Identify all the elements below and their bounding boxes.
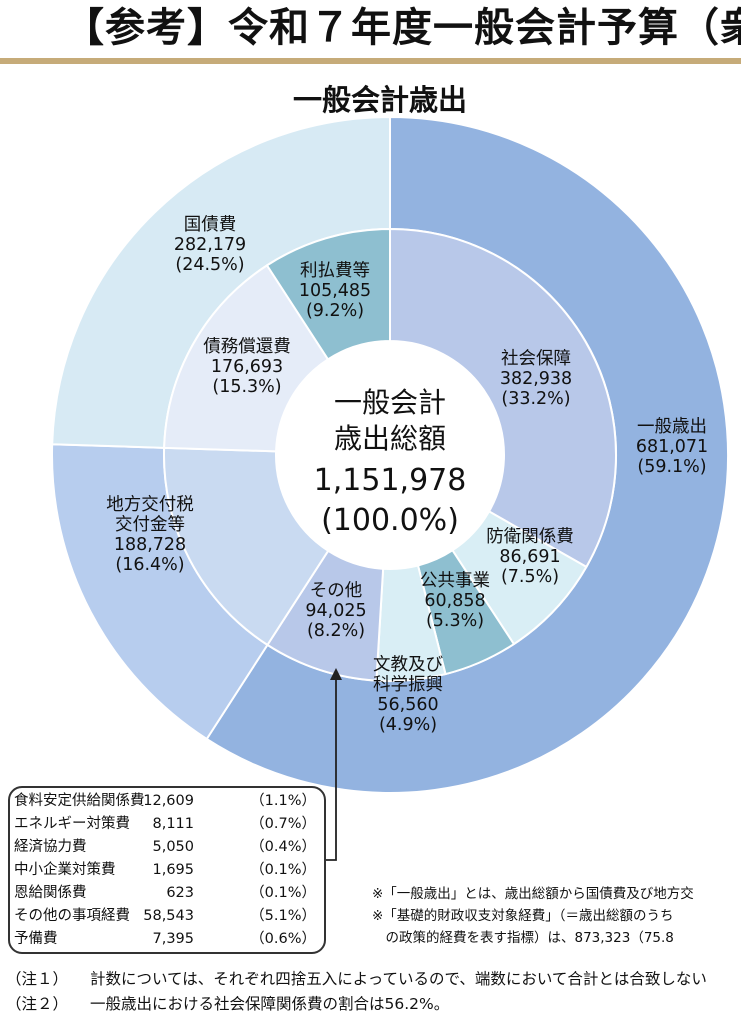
label-debt-redemption-line-2: (15.3%): [212, 377, 281, 397]
breakdown-row: 食料安定供給関係費 12,609 （1.1%）: [10, 790, 324, 813]
label-local-allocation-line-2: 188,728: [114, 535, 186, 555]
breakdown-row: エネルギー対策費 8,111 （0.7%）: [10, 813, 324, 836]
chart-title: 一般会計歳出: [292, 83, 467, 117]
breakdown-item-name: その他の事項経費: [14, 908, 130, 924]
label-general-expenditure-line-1: 681,071: [636, 437, 708, 457]
label-local-allocation-line-1: 交付金等: [115, 515, 185, 535]
label-debt-redemption-line-1: 176,693: [211, 357, 283, 377]
label-defense-line-0: 防衛関係費: [486, 527, 574, 547]
label-general-expenditure-line-0: 一般歳出: [637, 417, 707, 437]
breakdown-item-name: 予備費: [14, 931, 58, 947]
title-rule: [0, 58, 741, 64]
label-local-allocation-line-0: 地方交付税: [106, 495, 194, 515]
breakdown-item-name: 経済協力費: [14, 839, 87, 855]
breakdown-item-value: 12,609: [143, 793, 194, 809]
label-social-security-line-1: 382,938: [500, 369, 572, 389]
breakdown-row: その他の事項経費 58,543 （5.1%）: [10, 905, 324, 928]
label-public-works-line-1: 60,858: [424, 591, 485, 611]
footnote-general-expenditure: ※「一般歳出」とは、歳出総額から国債費及び地方交: [372, 886, 694, 902]
other-connector-arrow: [330, 668, 342, 680]
other-connector-line: [326, 680, 337, 861]
breakdown-item-value: 58,543: [143, 908, 194, 924]
center-total-value: 1,151,978: [314, 463, 467, 498]
breakdown-item-share: （0.1%）: [250, 862, 316, 878]
breakdown-item-value: 8,111: [152, 816, 194, 832]
breakdown-row: 経済協力費 5,050 （0.4%）: [10, 836, 324, 859]
label-debt-service-line-2: (24.5%): [175, 255, 244, 275]
note-2: （注２） 一般歳出における社会保障関係費の割合は56.2%。: [6, 993, 741, 1015]
label-interest-line-1: 105,485: [299, 281, 371, 301]
note-1-mark: （注１）: [6, 970, 69, 988]
label-debt-service-line-0: 国債費: [184, 215, 237, 235]
breakdown-item-share: （0.6%）: [250, 931, 316, 947]
center-label-line1: 一般会計: [334, 386, 446, 419]
breakdown-item-share: （1.1%）: [250, 793, 316, 809]
label-education-science-line-3: (4.9%): [379, 715, 437, 735]
breakdown-item-name: エネルギー対策費: [14, 816, 130, 832]
label-debt-redemption-line-0: 債務償還費: [203, 337, 291, 357]
note-2-mark: （注２）: [6, 995, 69, 1013]
breakdown-row: 予備費 7,395 （0.6%）: [10, 928, 324, 951]
label-social-security-line-2: (33.2%): [501, 389, 570, 409]
center-disc: [276, 341, 504, 569]
page-title: 【参考】令和７年度一般会計予算（衆議院修: [64, 5, 741, 51]
label-other-line-2: (8.2%): [307, 621, 365, 641]
breakdown-row: 中小企業対策費 1,695 （0.1%）: [10, 859, 324, 882]
label-interest-line-0: 利払費等: [300, 261, 370, 281]
breakdown-item-name: 食料安定供給関係費: [14, 793, 145, 809]
label-defense-line-1: 86,691: [499, 547, 560, 567]
breakdown-item-value: 1,695: [152, 862, 194, 878]
label-defense-line-2: (7.5%): [501, 567, 559, 587]
breakdown-row: 恩給関係費 623 （0.1%）: [10, 882, 324, 905]
label-interest-line-2: (9.2%): [306, 301, 364, 321]
footnote-primary-balance: ※「基礎的財政収支対象経費」（＝歳出総額のうち: [372, 908, 674, 924]
breakdown-item-share: （0.1%）: [250, 885, 316, 901]
breakdown-item-share: （0.7%）: [250, 816, 316, 832]
label-education-science-line-0: 文教及び: [373, 655, 443, 675]
breakdown-item-value: 5,050: [152, 839, 194, 855]
footnote-primary-balance-cont: の政策的経費を表す指標）は、873,323（75.8: [372, 930, 674, 946]
label-education-science-line-2: 56,560: [377, 695, 438, 715]
label-social-security-line-0: 社会保障: [501, 349, 571, 369]
label-public-works-line-2: (5.3%): [426, 611, 484, 631]
label-debt-service-line-1: 282,179: [174, 235, 246, 255]
label-other-line-0: その他: [310, 581, 363, 601]
breakdown-item-name: 中小企業対策費: [14, 862, 116, 878]
label-public-works-line-0: 公共事業: [420, 571, 490, 591]
breakdown-item-share: （5.1%）: [250, 908, 316, 924]
center-total-share: (100.0%): [321, 503, 459, 538]
center-label-line2: 歳出総額: [334, 422, 446, 455]
note-1: （注１） 計数については、それぞれ四捨五入によっているので、端数において合計とは合…: [6, 968, 741, 990]
breakdown-item-name: 恩給関係費: [14, 885, 87, 901]
breakdown-item-share: （0.4%）: [250, 839, 316, 855]
label-education-science-line-1: 科学振興: [373, 675, 443, 695]
label-other-line-1: 94,025: [305, 601, 366, 621]
note-2-text: 一般歳出における社会保障関係費の割合は56.2%。: [90, 995, 450, 1013]
breakdown-item-value: 7,395: [152, 931, 194, 947]
note-1-text: 計数については、それぞれ四捨五入によっているので、端数において合計とは合致しない: [90, 970, 707, 988]
breakdown-item-value: 623: [166, 885, 194, 901]
label-local-allocation-line-3: (16.4%): [115, 555, 184, 575]
label-general-expenditure-line-2: (59.1%): [637, 457, 706, 477]
other-breakdown-box: 食料安定供給関係費 12,609 （1.1%） エネルギー対策費 8,111 （0.7%）…: [8, 786, 326, 954]
